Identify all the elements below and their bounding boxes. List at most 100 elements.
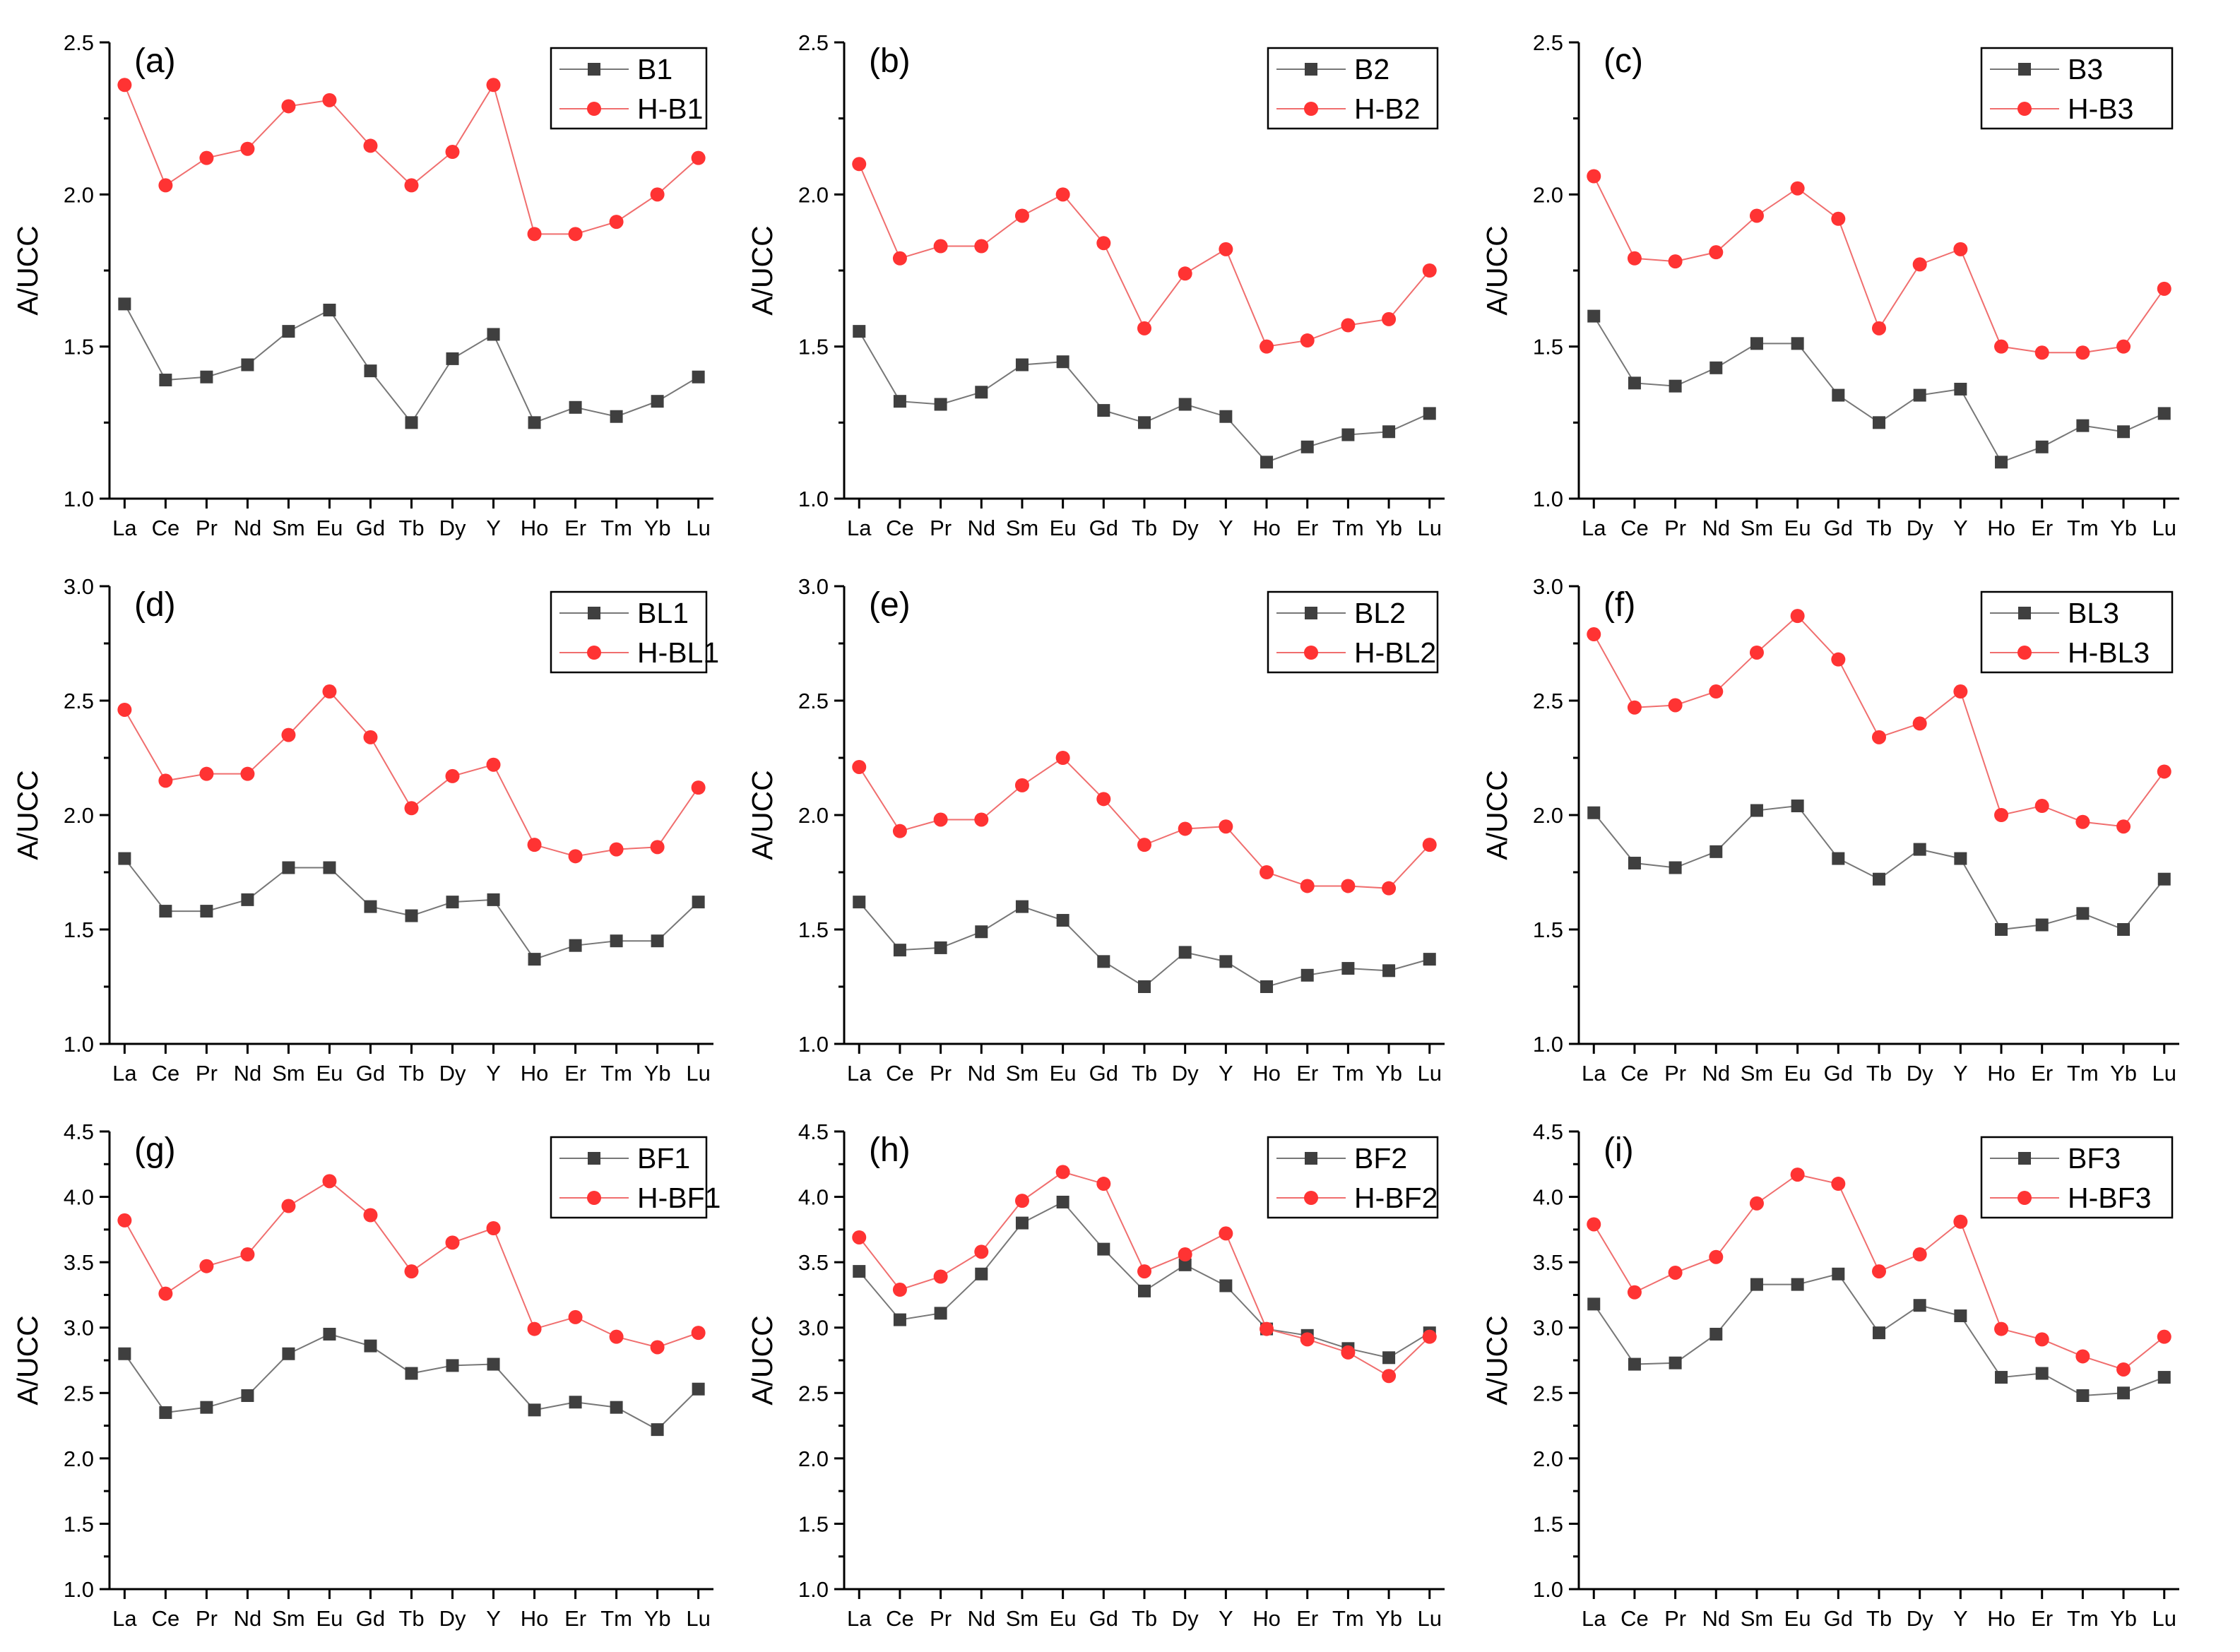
legend: BF2 H-BF2 [1267,1136,1439,1219]
data-point-BL1 [692,896,705,909]
x-tick-label: Sm [1006,516,1039,540]
data-point-H-B2 [852,157,867,172]
data-point-H-BL3 [1912,716,1927,731]
x-tick-label: Y [1219,1061,1233,1086]
y-tick-label: 2.5 [798,689,829,713]
panel-d: 1.0 1.5 2.0 2.5 3.0 La Ce Pr Nd Sm Eu Gd Tb Dy Y Ho Er Tm… [11,574,719,1086]
x-tick-label: Ce [1620,1061,1649,1086]
data-point-H-B2 [1178,266,1192,281]
data-point-BF1 [282,1347,295,1360]
data-point-H-BL2 [1382,881,1397,896]
x-tick-label: Y [1219,1606,1233,1631]
panel-e: 1.0 1.5 2.0 2.5 3.0 La Ce Pr Nd Sm Eu Gd Tb Dy Y Ho Er Tm… [746,574,1445,1086]
data-point-H-BL3 [1749,645,1764,660]
x-tick-label: Nd [234,516,262,540]
x-tick-label: Er [2031,1606,2053,1631]
data-point-H-BL3 [2075,814,2090,829]
data-point-BF2 [975,1267,988,1280]
x-tick-label: Yb [1375,516,1402,540]
legend: BF3 H-BF3 [1980,1136,2174,1219]
y-tick-label: 2.0 [1533,803,1563,828]
legend-label-H-B3: H-B3 [2068,93,2133,125]
x-tick-label: Lu [686,1061,710,1086]
data-point-H-BF2 [933,1269,948,1284]
x-tick-label: Tb [1866,1606,1892,1631]
legend-label-BL1: BL1 [637,597,689,629]
y-tick-label: 1.0 [64,1577,94,1602]
data-point-H-BF2 [1055,1165,1070,1179]
x-tick-label: Tb [1132,516,1157,540]
data-point-H-BL1 [199,766,214,781]
data-point-B3 [1791,337,1804,350]
x-tick-label: Ho [521,1061,549,1086]
data-point-H-BL1 [117,702,132,717]
data-point-H-B3 [1994,339,2009,354]
data-point-H-B2 [1137,321,1151,335]
x-tick-label: Gd [356,516,385,540]
x-tick-label: La [112,1606,137,1631]
data-point-H-BL2 [1096,792,1111,807]
data-point-H-BL3 [1953,684,1968,699]
panel-f: 1.0 1.5 2.0 2.5 3.0 La Ce Pr Nd Sm Eu Gd Tb Dy Y Ho Er Tm… [1481,574,2179,1086]
legend: B1 H-B1 [550,47,708,130]
x-tick-label: Ce [152,1606,180,1631]
data-point-H-BL1 [240,766,255,781]
data-point-H-BF2 [1014,1194,1029,1208]
data-point-H-BF3 [2034,1332,2049,1347]
data-point-H-B3 [1668,254,1683,269]
x-tick-label: Ce [886,516,914,540]
data-point-BL3 [1669,861,1682,874]
data-point-BL3 [1587,806,1601,819]
legend-label-H-B2: H-B2 [1354,93,1420,125]
x-tick-label: Nd [234,1061,262,1086]
legend: B3 H-B3 [1980,47,2174,130]
data-point-BF1 [487,1357,500,1371]
x-tick-label: Ho [1252,1061,1281,1086]
x-tick-label: Sm [272,1061,305,1086]
y-tick-label: 1.5 [798,917,829,942]
legend-marker-BF3 [2018,1152,2031,1165]
data-point-H-BF2 [892,1283,907,1297]
data-point-B2 [853,325,866,338]
data-point-H-BL1 [281,727,296,742]
data-point-BF3 [2157,1371,2171,1384]
data-point-H-BL1 [609,842,624,857]
x-tick-label: Ce [152,516,180,540]
legend-box [1267,590,1439,674]
data-point-H-B1 [527,227,542,242]
data-point-H-B3 [2157,281,2171,296]
data-point-H-BL2 [933,812,948,827]
data-point-H-BF3 [1953,1214,1968,1229]
data-point-H-BL3 [1831,652,1846,667]
y-tick-label: 2.0 [1533,1446,1563,1471]
data-point-H-BF3 [2116,1362,2131,1377]
data-point-B1 [446,352,459,365]
x-tick-label: Lu [1418,1061,1442,1086]
x-tick-label: Dy [1172,1061,1199,1086]
x-tick-label: Ce [1620,1606,1649,1631]
x-tick-label: Yb [1375,1061,1402,1086]
data-point-B2 [1097,404,1110,417]
x-tick-label: Pr [930,1606,952,1631]
data-point-H-B2 [1055,187,1070,202]
x-tick-label: Pr [196,1061,218,1086]
data-point-H-BL1 [568,849,583,864]
x-tick-label: Eu [316,516,343,540]
data-point-H-BF2 [1382,1369,1397,1384]
data-point-B2 [934,398,947,411]
data-point-H-B2 [974,239,989,254]
data-point-BF1 [446,1359,459,1372]
data-point-H-BF3 [2157,1329,2171,1344]
x-tick-label: Y [1953,516,1968,540]
x-tick-label: La [1582,1606,1606,1631]
data-point-BL2 [1423,953,1436,966]
legend-box [550,1136,708,1219]
data-point-H-BF3 [1709,1249,1724,1264]
data-point-H-BL1 [445,768,460,783]
y-tick-label: 1.5 [1533,1511,1563,1536]
data-point-B3 [1954,382,1967,396]
y-tick-label: 1.0 [798,1032,829,1057]
data-point-BF3 [2076,1389,2090,1402]
data-point-B1 [610,410,623,423]
data-point-B1 [692,370,705,384]
